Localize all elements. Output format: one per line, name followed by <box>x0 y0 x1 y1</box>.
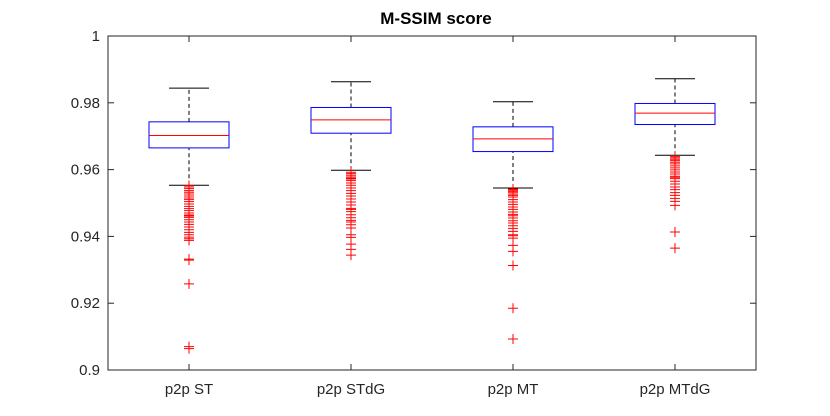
outlier-marker <box>508 260 518 271</box>
box-series <box>148 78 716 354</box>
x-tick-label: p2p STdG <box>317 381 385 398</box>
outlier-marker <box>184 343 194 354</box>
x-axis: p2p ST p2p STdG p2p MT p2p MTdG <box>165 36 711 398</box>
outlier-marker <box>670 243 680 254</box>
box-group <box>148 87 230 354</box>
outlier-marker <box>670 227 680 238</box>
iqr-box <box>310 106 392 134</box>
outlier-marker <box>508 303 518 314</box>
y-tick-label: 0.92 <box>71 295 100 312</box>
outlier-marker <box>508 333 518 344</box>
x-tick-label: p2p MTdG <box>640 381 711 398</box>
box-group <box>310 81 392 261</box>
y-axis: 0.9 0.92 0.94 0.96 0.98 1 <box>71 28 756 379</box>
outlier-marker <box>184 278 194 289</box>
plot-area <box>107 35 757 371</box>
x-tick-label: p2p MT <box>488 381 539 398</box>
iqr-box <box>634 102 716 126</box>
iqr-box <box>148 121 230 149</box>
x-tick-label: p2p ST <box>165 381 213 398</box>
outlier-marker <box>184 235 194 246</box>
y-tick-label: 0.98 <box>71 95 100 112</box>
outlier-marker <box>184 255 194 266</box>
outlier-marker <box>670 200 680 211</box>
chart-title: M-SSIM score <box>380 9 491 28</box>
y-tick-label: 0.9 <box>79 362 100 379</box>
box-group <box>634 78 716 254</box>
y-tick-label: 1 <box>92 28 100 45</box>
outlier-marker <box>346 250 356 261</box>
y-tick-label: 0.94 <box>71 228 100 245</box>
y-tick-label: 0.96 <box>71 162 100 179</box>
box-group <box>472 101 554 344</box>
outlier-marker <box>508 246 518 257</box>
